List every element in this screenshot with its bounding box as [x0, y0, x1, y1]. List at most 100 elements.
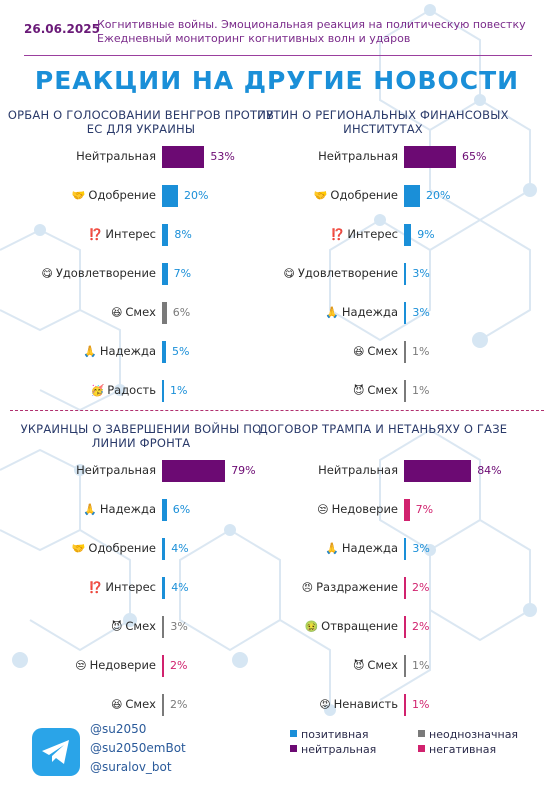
emotion-icon: 😆 — [110, 698, 123, 711]
bar — [404, 655, 406, 677]
emotion-icon: 🤝 — [313, 189, 328, 202]
legend-label: неоднозначная — [429, 728, 519, 741]
chart-row: 😈 Смех 1% — [248, 655, 518, 677]
bar — [404, 341, 406, 363]
chart-row: 😠 Раздражение 2% — [248, 577, 518, 599]
category-label: 😋 Удовлетворение — [41, 266, 156, 280]
bar — [162, 655, 164, 677]
category-text: Раздражение — [316, 580, 398, 594]
bar — [162, 694, 164, 716]
bar — [404, 499, 410, 521]
value-label: 20% — [184, 189, 209, 202]
legend-swatch — [290, 730, 297, 737]
handle-link[interactable]: @suralov_bot — [90, 760, 172, 774]
handle-link[interactable]: @su2050 — [90, 722, 147, 736]
chart-row: 🤝 Одобрение 20% — [6, 185, 276, 207]
category-text: Нейтральная — [318, 463, 398, 477]
category-text: Смех — [125, 697, 156, 711]
value-label: 1% — [412, 659, 430, 672]
value-label: 3% — [170, 620, 188, 633]
legend-swatch — [418, 745, 425, 752]
emotion-icon: 🤝 — [71, 542, 86, 555]
value-label: 2% — [412, 581, 430, 594]
value-label: 1% — [412, 384, 430, 397]
handle-link[interactable]: @su2050emBot — [90, 741, 186, 755]
category-text: Нейтральная — [76, 149, 156, 163]
category-text: Надежда — [99, 344, 156, 358]
bar — [404, 616, 406, 638]
value-label: 9% — [417, 228, 435, 241]
value-label: 84% — [477, 464, 502, 477]
category-label: Нейтральная — [76, 149, 156, 163]
chart-row: 😋 Удовлетворение 3% — [248, 263, 518, 285]
emotion-icon: 😋 — [41, 267, 53, 280]
chart-panel-putin: ПУТИН О РЕГИОНАЛЬНЫХ ФИНАНСОВЫХ ИНСТИТУТ… — [248, 108, 518, 402]
legend-label: нейтральная — [301, 743, 377, 756]
bar — [404, 577, 406, 599]
legend-item-negative: негативная — [418, 743, 496, 756]
category-label: 😡 Ненависть — [319, 697, 398, 711]
bar — [162, 185, 178, 207]
header-rule — [24, 55, 532, 56]
value-label: 1% — [412, 345, 430, 358]
category-text: Интерес — [347, 227, 398, 241]
emotion-icon: 🙏 — [325, 306, 339, 319]
chart-row: 😋 Удовлетворение 7% — [6, 263, 276, 285]
chart-panel-ukrainians: УКРАИНЦЫ О ЗАВЕРШЕНИИ ВОЙНЫ ПО ЛИНИИ ФРО… — [6, 422, 276, 716]
bar — [162, 499, 167, 521]
chart-row: 🥳 Радость 1% — [6, 380, 276, 402]
emotion-icon: 😈 — [352, 659, 365, 672]
emotion-icon: 😈 — [110, 620, 123, 633]
bar — [404, 694, 406, 716]
emotion-icon: 😡 — [319, 698, 331, 711]
category-text: Смех — [125, 305, 156, 319]
chart-row: ⁉️ Интерес 9% — [248, 224, 518, 246]
category-text: Надежда — [341, 305, 398, 319]
report-date: 26.06.2025 — [24, 22, 100, 36]
category-label: 😒 Недоверие — [75, 658, 156, 672]
page-title: РЕАКЦИИ НА ДРУГИЕ НОВОСТИ — [34, 66, 520, 95]
channel-handles: @su2050 @su2050emBot @suralov_bot — [90, 720, 186, 777]
emotion-icon: 😒 — [317, 503, 329, 516]
chart-title: УКРАИНЦЫ О ЗАВЕРШЕНИИ ВОЙНЫ ПО ЛИНИИ ФРО… — [20, 422, 262, 450]
category-label: 🙏 Надежда — [325, 305, 398, 319]
category-label: ⁉️ Интерес — [89, 580, 156, 594]
chart-row: ⁉️ Интерес 8% — [6, 224, 276, 246]
category-text: Надежда — [341, 541, 398, 555]
chart-row: Нейтральная 65% — [248, 146, 518, 168]
chart-row: 😈 Смех 1% — [248, 380, 518, 402]
category-label: 😈 Смех — [111, 619, 156, 633]
bar — [162, 577, 166, 599]
category-label: Нейтральная — [76, 463, 156, 477]
value-label: 6% — [172, 503, 191, 516]
value-label: 4% — [171, 542, 189, 555]
emotion-icon: 🥳 — [90, 384, 105, 397]
emotion-icon: 😆 — [352, 345, 365, 358]
bar — [162, 538, 166, 560]
chart-title: ДОГОВОР ТРАМПА И НЕТАНЬЯХУ О ГАЗЕ — [258, 422, 508, 436]
value-label: 20% — [426, 189, 451, 202]
category-label: 🙏 Надежда — [83, 344, 156, 358]
section-divider — [10, 410, 544, 411]
chart-title: ОРБАН О ГОЛОСОВАНИИ ВЕНГРОВ ПРОТИВ ЕС ДЛ… — [7, 108, 275, 136]
bar — [162, 263, 168, 285]
chart-row: 😡 Ненависть 1% — [248, 694, 518, 716]
chart-row: 🤢 Отвращение 2% — [248, 616, 518, 638]
emotion-icon: 😆 — [110, 306, 123, 319]
category-text: Надежда — [99, 502, 156, 516]
emotion-icon: 😈 — [352, 384, 365, 397]
legend-swatch — [290, 745, 297, 752]
legend-item-ambiguous: неоднозначная — [418, 728, 518, 741]
category-label: 🥳 Радость — [91, 383, 156, 397]
value-label: 5% — [172, 345, 190, 358]
chart-row: 😆 Смех 6% — [6, 302, 276, 324]
emotion-icon: 😒 — [75, 659, 87, 672]
category-label: 🤢 Отвращение — [304, 619, 398, 633]
category-text: Одобрение — [88, 188, 156, 202]
chart-panel-orban: ОРБАН О ГОЛОСОВАНИИ ВЕНГРОВ ПРОТИВ ЕС ДЛ… — [6, 108, 276, 402]
category-label: 😈 Смех — [353, 383, 398, 397]
telegram-logo-icon[interactable] — [32, 728, 80, 776]
category-text: Радость — [107, 383, 156, 397]
chart-row: 😆 Смех 2% — [6, 694, 276, 716]
category-label: Нейтральная — [318, 149, 398, 163]
